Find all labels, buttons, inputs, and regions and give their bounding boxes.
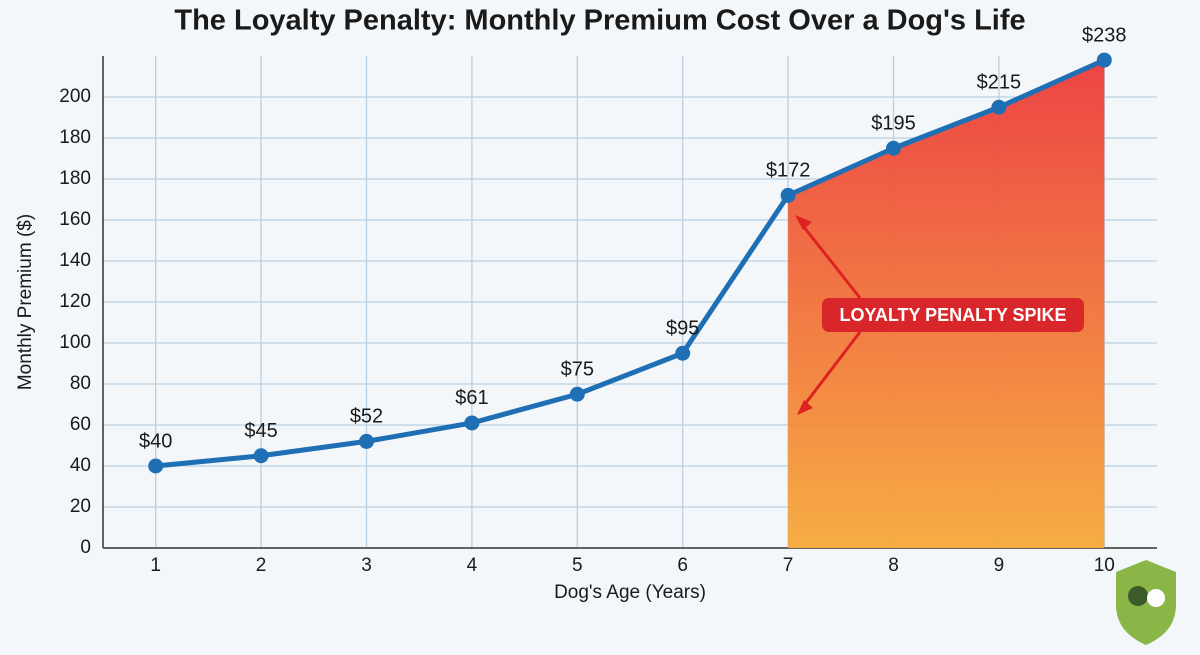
y-tick-label: 160 — [59, 209, 91, 230]
x-axis-label: Dog's Age (Years) — [554, 582, 706, 603]
value-label: $61 — [455, 387, 488, 409]
y-tick-label: 40 — [70, 455, 91, 476]
value-label: $45 — [244, 420, 277, 442]
point — [780, 187, 796, 203]
y-tick-label: 20 — [70, 496, 91, 517]
point — [359, 433, 374, 449]
y-tick-label: 180 — [59, 168, 91, 189]
point — [1096, 52, 1112, 68]
arrow-head — [797, 400, 813, 415]
y-tick-label: 120 — [59, 291, 91, 312]
x-tick-label: 9 — [994, 555, 1005, 576]
annotation-box — [822, 298, 1084, 332]
arrow — [800, 331, 862, 409]
x-tick-label: 10 — [1094, 555, 1115, 576]
x-tick-label: 2 — [256, 555, 267, 576]
point — [886, 140, 901, 156]
logo — [1116, 560, 1176, 645]
value-label: $172 — [766, 160, 811, 182]
y-tick-label: 140 — [59, 250, 91, 271]
point — [253, 448, 269, 464]
x-tick-label: 1 — [150, 555, 161, 576]
value-label: $238 — [1082, 24, 1127, 46]
chart-title: The Loyalty Penalty: Monthly Premium Cos… — [174, 5, 1025, 37]
x-tick-label: 7 — [783, 555, 794, 576]
x-tick-label: 6 — [677, 555, 688, 576]
y-tick-label: 180 — [59, 127, 91, 148]
y-tick-label: 60 — [70, 414, 91, 435]
y-tick-label: 80 — [70, 373, 91, 394]
value-label: $195 — [871, 113, 916, 135]
annotation: LOYALTY PENALTY SPIKE — [795, 215, 1084, 415]
x-tick-label: 4 — [467, 555, 478, 576]
value-label: $40 — [139, 430, 172, 452]
arrow — [798, 221, 862, 299]
y-tick-label: 100 — [59, 332, 91, 353]
value-label: $95 — [666, 318, 699, 340]
value-label: $52 — [350, 406, 383, 428]
logo-dog — [1128, 586, 1148, 606]
logo-cat — [1147, 589, 1165, 607]
value-label: $75 — [561, 359, 594, 381]
point — [675, 345, 691, 361]
y-tick-label: 0 — [80, 537, 91, 558]
line — [155, 57, 1106, 469]
point — [569, 386, 585, 402]
arrow-head — [795, 215, 812, 230]
annotation-text: LOYALTY PENALTY SPIKE — [839, 305, 1066, 325]
y-tick-label: 200 — [59, 86, 91, 107]
logo-shield — [1116, 560, 1176, 645]
point — [148, 458, 164, 474]
x-tick-label: 3 — [361, 555, 372, 576]
value-label: $215 — [977, 72, 1022, 94]
point — [464, 415, 480, 431]
y-axis-label: Monthly Premium ($) — [15, 214, 36, 390]
x-tick-label: 5 — [572, 555, 583, 576]
point — [991, 99, 1007, 115]
x-tick-label: 8 — [888, 555, 899, 576]
